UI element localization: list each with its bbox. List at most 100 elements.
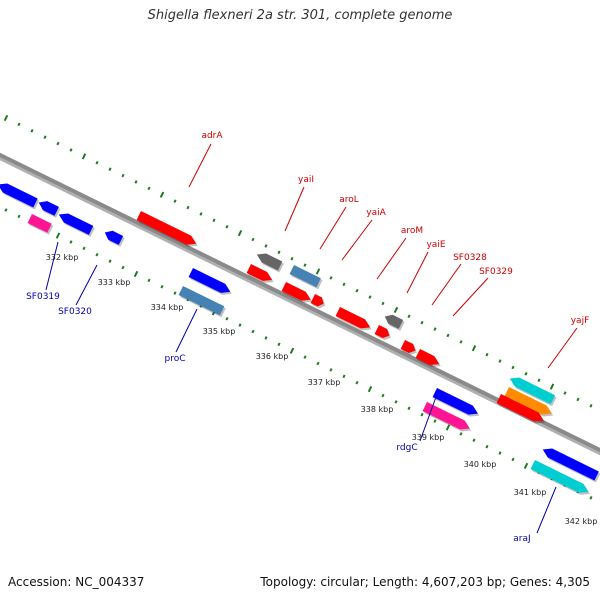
gene-feature-shape[interactable]: [541, 445, 599, 481]
gene-feature[interactable]: [255, 250, 284, 273]
ruler-minor-tick: [199, 212, 203, 216]
gene-feature[interactable]: [27, 214, 54, 235]
ruler-minor-tick: [485, 444, 489, 449]
ruler-minor-tick: [394, 400, 398, 404]
gene-feature[interactable]: [37, 198, 61, 218]
gene-feature-shape[interactable]: [496, 394, 546, 425]
gene-feature-shape[interactable]: [335, 307, 373, 332]
gene-label[interactable]: proC: [164, 354, 185, 364]
gene-feature-shape[interactable]: [383, 312, 404, 329]
gene-label[interactable]: SF0319: [26, 292, 60, 302]
gene-label[interactable]: araJ: [513, 534, 530, 544]
ruler-minor-tick: [238, 323, 242, 327]
gene-feature[interactable]: [504, 387, 556, 420]
gene-feature-shape[interactable]: [374, 325, 392, 340]
gene-feature[interactable]: [496, 394, 548, 427]
gene-feature[interactable]: [400, 340, 419, 357]
gene-feature-shape[interactable]: [136, 211, 199, 248]
ruler-minor-tick: [108, 259, 112, 263]
gene-feature[interactable]: [289, 265, 323, 290]
ruler-major-tick: [3, 114, 9, 122]
ruler-minor-tick: [342, 282, 346, 287]
gene-feature[interactable]: [530, 460, 593, 498]
gene-feature-shape[interactable]: [188, 268, 233, 296]
gene-feature[interactable]: [374, 325, 393, 342]
gene-feature-shape[interactable]: [415, 349, 442, 369]
ruler-minor-tick: [69, 148, 73, 152]
gene-label[interactable]: adrA: [201, 131, 223, 141]
gene-feature-shape[interactable]: [530, 460, 591, 496]
gene-label[interactable]: rdgC: [396, 443, 417, 453]
gene-label[interactable]: SF0320: [58, 307, 92, 317]
gene-label[interactable]: aroM: [401, 226, 423, 236]
gene-feature-shape[interactable]: [432, 388, 480, 418]
gene-feature[interactable]: [432, 388, 482, 420]
gene-feature[interactable]: [422, 402, 474, 435]
gene-label[interactable]: SF0328: [453, 253, 487, 263]
gene-feature-shape[interactable]: [422, 402, 472, 433]
ruler-minor-tick: [407, 406, 411, 411]
ruler-major-tick: [55, 232, 61, 239]
gene-feature-shape[interactable]: [178, 286, 225, 316]
gene-feature-shape[interactable]: [400, 340, 418, 355]
leader-line: [319, 206, 347, 250]
gene-feature[interactable]: [508, 374, 557, 407]
gene-feature-shape[interactable]: [37, 198, 59, 216]
leader-line: [284, 186, 305, 232]
gene-label[interactable]: aroL: [339, 195, 359, 205]
leader-line: [406, 251, 429, 294]
gene-label[interactable]: yaiI: [298, 175, 314, 185]
ruler-major-tick: [289, 347, 295, 354]
gene-feature[interactable]: [136, 211, 200, 250]
ruler-minor-tick: [264, 244, 268, 248]
leader-line: [452, 277, 489, 317]
gene-label[interactable]: yaiA: [366, 208, 386, 218]
ruler-minor-tick: [316, 361, 320, 366]
leader-line: [75, 264, 98, 306]
ruler-minor-tick: [69, 240, 73, 244]
gene-feature[interactable]: [281, 282, 315, 306]
gene-feature[interactable]: [310, 294, 328, 310]
gene-feature-shape[interactable]: [508, 374, 556, 405]
kbp-tick-label: 335 kbp: [203, 327, 236, 336]
gene-feature-shape[interactable]: [246, 264, 275, 284]
ruler-minor-tick: [277, 250, 281, 255]
gene-feature[interactable]: [415, 349, 443, 371]
gene-feature-shape[interactable]: [310, 294, 326, 308]
ruler-minor-tick: [485, 352, 489, 357]
gene-feature[interactable]: [383, 312, 405, 331]
gene-feature[interactable]: [188, 268, 234, 298]
ruler-major-tick: [133, 270, 139, 278]
label-leaders: [45, 143, 578, 534]
ruler-major-tick: [159, 191, 165, 198]
gene-feature-shape[interactable]: [255, 250, 283, 271]
ruler-minor-tick: [30, 129, 34, 133]
ruler-minor-tick: [251, 329, 255, 334]
gene-label[interactable]: yajF: [571, 316, 590, 326]
gene-feature[interactable]: [103, 228, 125, 247]
gene-feature-shape[interactable]: [103, 228, 124, 245]
ruler-minor-tick: [563, 391, 567, 395]
gene-feature-shape[interactable]: [504, 387, 554, 418]
gene-feature-shape[interactable]: [0, 180, 38, 208]
gene-feature[interactable]: [246, 264, 276, 286]
ruler-minor-tick: [342, 374, 346, 379]
ruler-minor-tick: [4, 208, 8, 212]
gene-feature-shape[interactable]: [57, 210, 94, 235]
ruler-major-tick: [237, 229, 243, 237]
ruler-minor-tick: [472, 438, 476, 443]
gene-feature[interactable]: [57, 210, 95, 237]
gene-feature[interactable]: [335, 307, 374, 334]
gene-feature-shape[interactable]: [289, 265, 321, 288]
gene-feature[interactable]: [178, 286, 226, 318]
gene-feature[interactable]: [541, 445, 600, 483]
gene-feature-shape[interactable]: [281, 282, 313, 304]
gene-label[interactable]: yaiE: [426, 240, 445, 250]
outer-ruler: [3, 114, 593, 408]
gene-feature[interactable]: [0, 180, 40, 210]
ruler-major-tick: [523, 462, 529, 469]
ruler-minor-tick: [108, 167, 112, 171]
gene-feature-shape[interactable]: [27, 214, 52, 233]
gene-label[interactable]: SF0329: [479, 267, 513, 277]
